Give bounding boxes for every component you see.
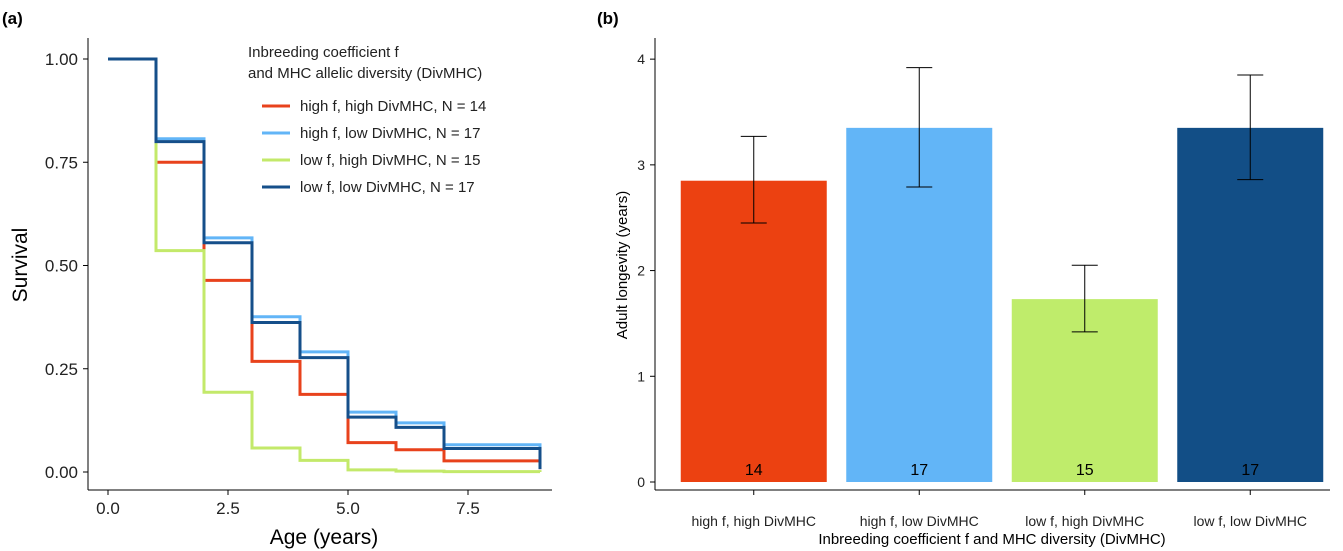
panel-b-x-tick-label: low f, low DivMHC [1193,513,1307,529]
panel-a-survival-chart: (a) 0.00 0.25 0.50 0.75 1.00 0.0 2.5 5.0 7.5 Su… [2,9,552,549]
panel-a-x-tick-label: 7.5 [456,499,480,518]
panel-b-y-tick-label: 2 [637,263,645,279]
panel-b-longevity-chart: (b) 0 1 2 3 4 14 17 15 17 high f, high DivMHC hi… [597,9,1330,548]
panel-b-y-tick-label: 4 [637,51,645,67]
panel-b-x-tick-label: low f, high DivMHC [1025,513,1144,529]
panel-b-tag: (b) [597,9,619,28]
legend-label-3: low f, high DivMHC, N = 15 [300,152,480,169]
legend-label-1: high f, high DivMHC, N = 14 [300,98,486,115]
panel-a-y-axis-title: Survival [9,228,32,303]
panel-b-y-tick-label: 3 [637,157,645,173]
panel-b-x-tick-label: high f, high DivMHC [692,513,817,529]
panel-b-y-tick-label: 1 [637,368,645,384]
legend-title-line-2: and MHC allelic diversity (DivMHC) [248,65,482,82]
legend-title-line-1: Inbreeding coefficient f [248,44,399,61]
survival-series-4-line [108,57,542,470]
survival-series-2-line [108,57,542,468]
panel-a-y-tick-label: 0.25 [45,360,78,379]
survival-series-1-line [108,57,542,470]
panel-a-y-tick-label: 0.50 [45,257,78,276]
panel-a-y-tick-label: 0.00 [45,463,78,482]
bar-3-sample-size: 15 [1076,462,1094,479]
panel-a-tag: (a) [2,9,23,28]
bar-4-sample-size: 17 [1241,462,1259,479]
bar-1 [680,180,827,482]
panel-b-x-axis-title: Inbreeding coefficient f and MHC diversi… [818,531,1165,548]
bar-2-sample-size: 17 [910,462,928,479]
survival-series-3-line [108,57,542,474]
panel-b-y-tick-label: 0 [637,474,645,490]
panel-b-y-axis-title: Adult longevity (years) [614,191,631,339]
panel-a-y-tick-label: 0.75 [45,153,78,172]
panel-a-x-tick-label: 5.0 [336,499,360,518]
panel-a-x-axis-title: Age (years) [270,526,379,549]
bar-4 [1177,127,1324,482]
panel-a-x-tick-label: 0.0 [96,499,120,518]
panel-a-legend: Inbreeding coefficient f and MHC allelic… [248,44,486,196]
panel-a-y-tick-label: 1.00 [45,50,78,69]
legend-label-4: low f, low DivMHC, N = 17 [300,179,475,196]
panel-a-x-tick-label: 2.5 [216,499,240,518]
panel-b-x-tick-label: high f, low DivMHC [860,513,979,529]
bar-1-sample-size: 14 [745,462,763,479]
legend-label-2: high f, low DivMHC, N = 17 [300,125,480,142]
